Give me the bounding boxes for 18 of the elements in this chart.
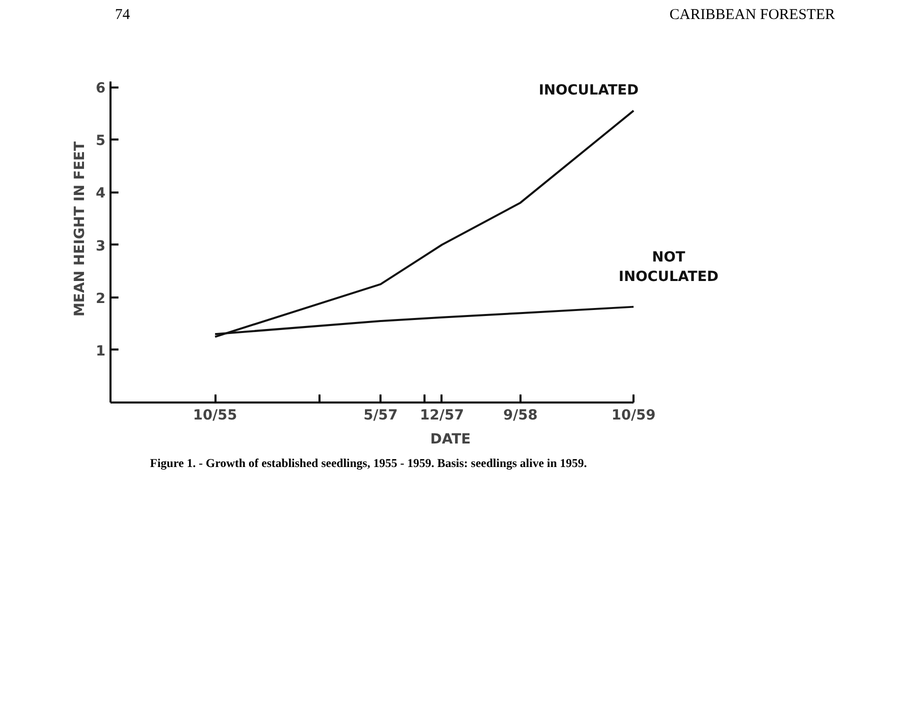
x-tick-label: 12/57 xyxy=(420,408,464,424)
y-tick-label: 6 xyxy=(96,80,106,97)
series-label: NOT INOCULATED xyxy=(618,250,719,285)
y-tick-label: 2 xyxy=(96,290,106,307)
text: CARIBBEAN FORESTER xyxy=(670,6,835,25)
x-axis-title: DATE xyxy=(430,432,471,448)
y-tick-label: 4 xyxy=(96,186,106,202)
caption: Figure 1. - Growth of established seedlings, 1955 - 1959. Basis: seedlings alive in 1959. xyxy=(150,455,587,472)
y-tick-label: 1 xyxy=(96,343,106,360)
y-tick-label: 5 xyxy=(96,133,106,150)
y-axis-title: MEAN HEIGHT IN FEET xyxy=(72,141,88,317)
y-tick-label: 3 xyxy=(96,238,106,254)
x-tick-label: 10/59 xyxy=(612,408,656,424)
series-label: INOCULATED xyxy=(538,82,639,99)
x-tick-label: 10/55 xyxy=(193,408,238,424)
text: 74 xyxy=(115,6,130,25)
x-tick-label: 9/58 xyxy=(503,408,538,424)
x-tick-label: 5/57 xyxy=(363,408,398,424)
